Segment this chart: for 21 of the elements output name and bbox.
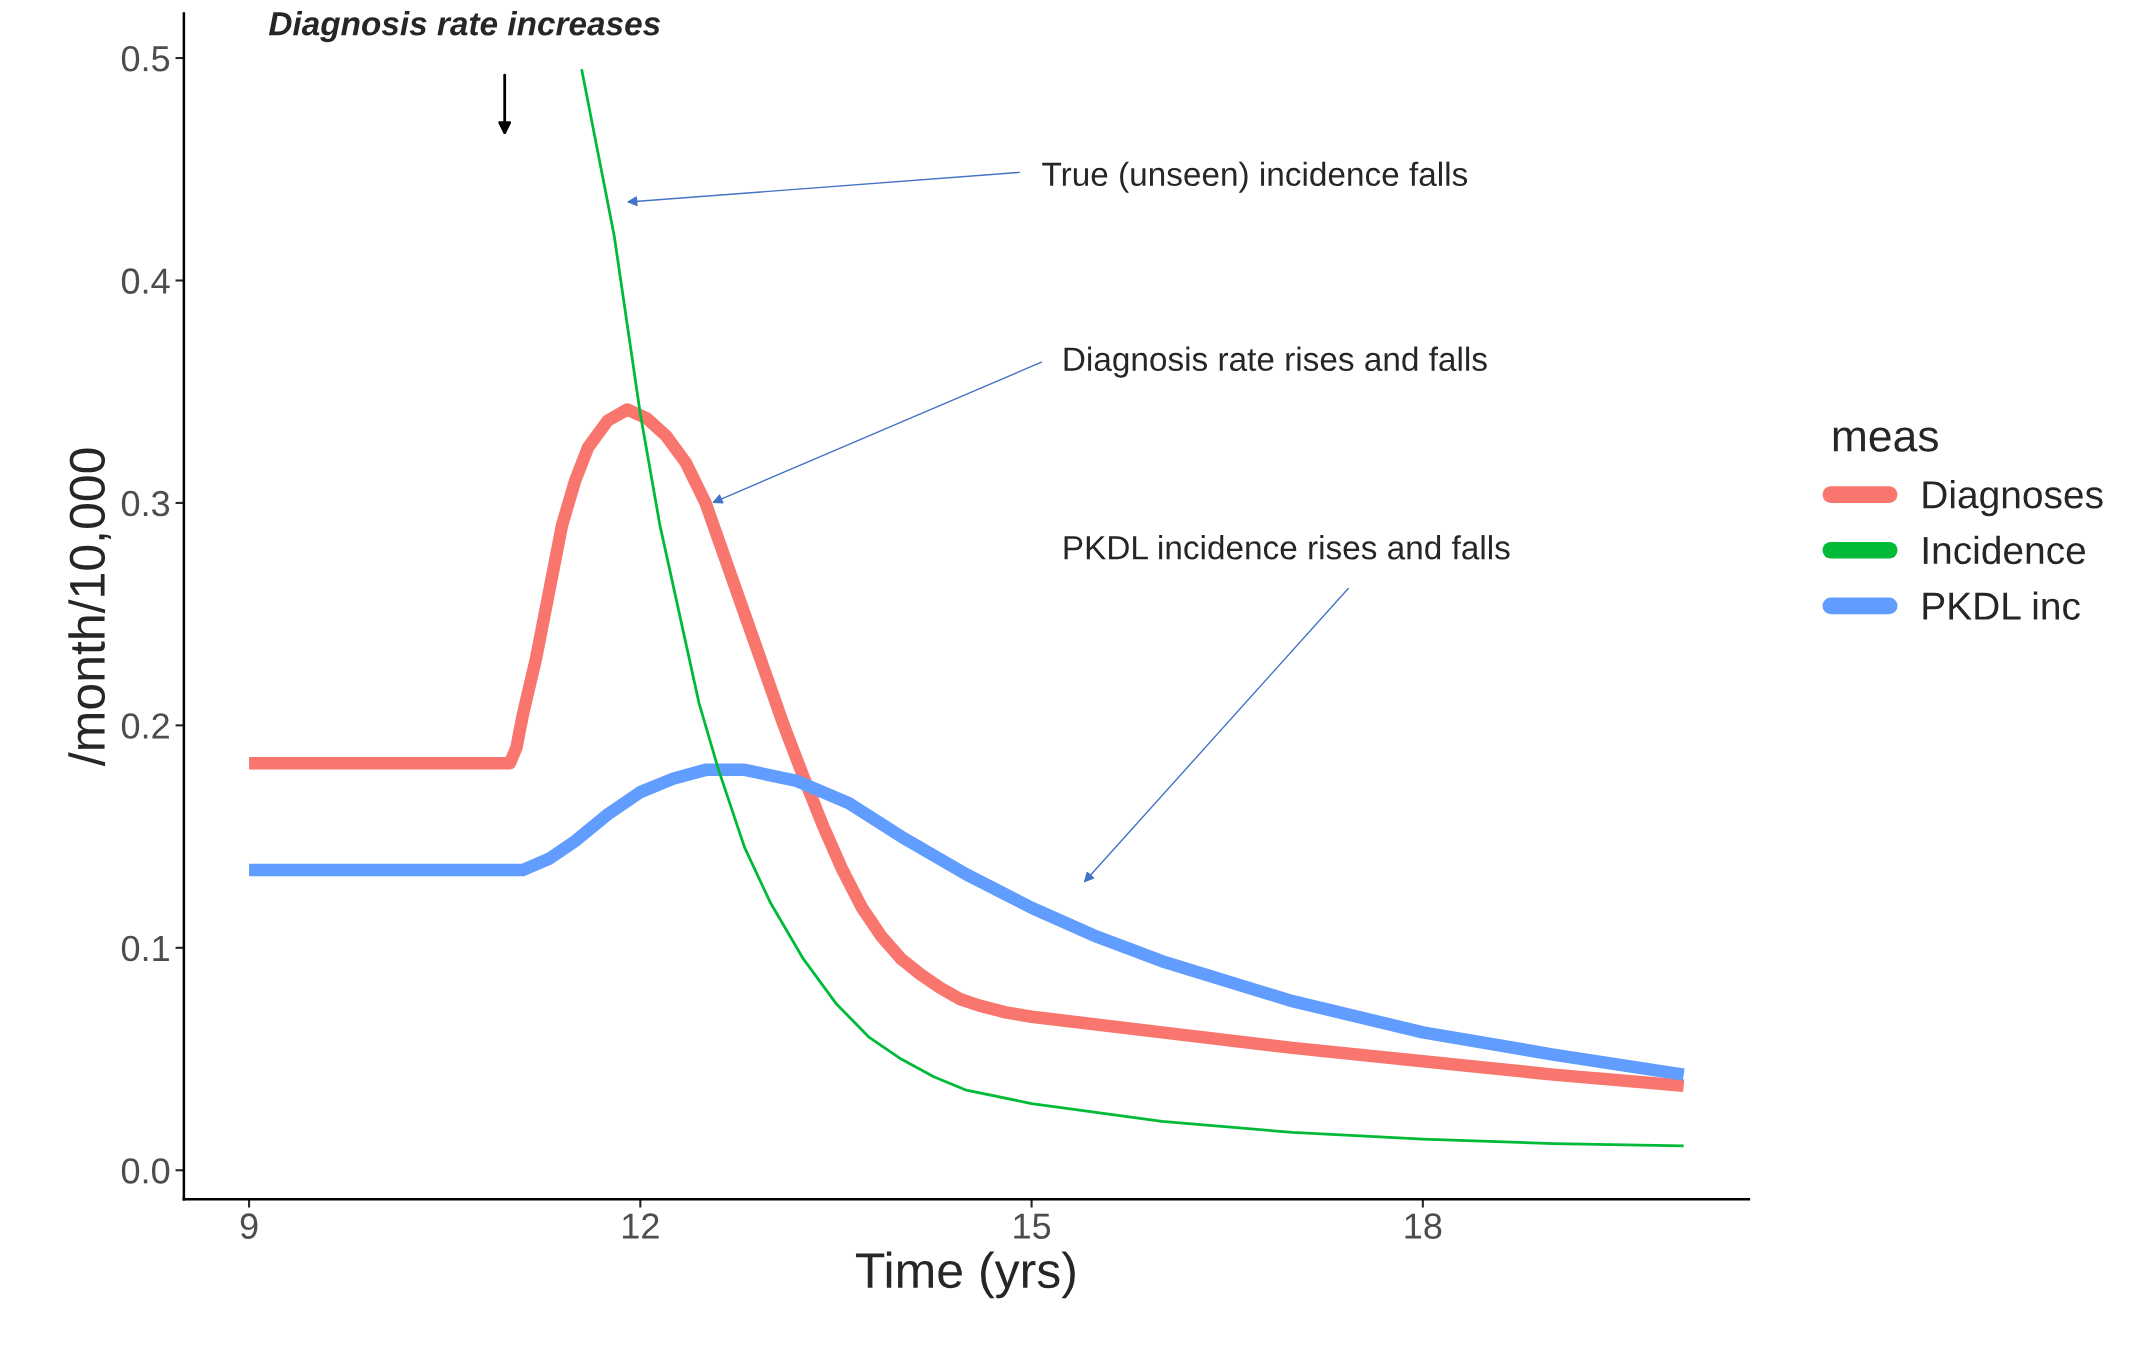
legend-label: PKDL inc [1923,591,2080,620]
x-tick-label: 15 [1014,1213,1051,1239]
y-tick-label: 0.4 [121,268,170,294]
y-tick-label: 0.5 [121,45,170,72]
legend-label: Diagnoses [1923,479,2103,517]
annotation: Diagnosis rate rises and falls [1064,346,1487,378]
y-tick-label: 0.2 [121,713,169,739]
y-tick-label: 0.3 [121,490,170,517]
legend-title: meas [1833,427,1938,452]
x-axis-title: Time (yrs) [855,1251,1075,1299]
x-tick-label: 12 [623,1213,659,1239]
y-tick-label: 0.0 [121,1158,170,1184]
y-axis-title: /month/10,000 [68,448,111,767]
x-tick-label: 18 [1405,1213,1442,1239]
x-tick-label: 9 [240,1213,258,1239]
annotation: Diagnosis rate increases [268,11,661,43]
line-series [580,67,1686,1148]
annotation: True (unseen) incidence falls [1042,161,1468,193]
annotation: PKDL incidence rises and falls [1064,535,1510,560]
y-tick-label: 0.1 [121,935,169,962]
legend-label: Incidence [1923,535,2086,565]
